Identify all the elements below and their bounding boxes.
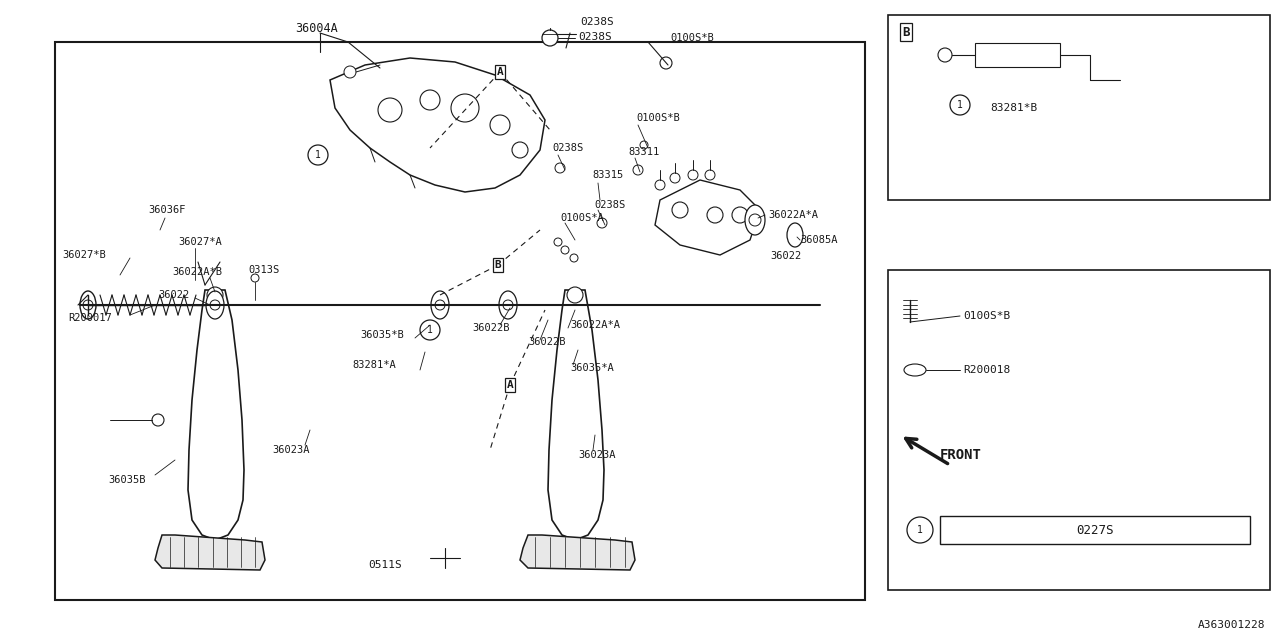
- Circle shape: [512, 142, 529, 158]
- Ellipse shape: [431, 291, 449, 319]
- Circle shape: [732, 207, 748, 223]
- Text: 0313S: 0313S: [248, 265, 279, 275]
- Text: 0238S: 0238S: [580, 17, 613, 27]
- Text: 1: 1: [957, 100, 963, 110]
- Text: 36027*A: 36027*A: [178, 237, 221, 247]
- Circle shape: [749, 214, 762, 226]
- Text: 36085A: 36085A: [800, 235, 837, 245]
- Ellipse shape: [787, 223, 803, 247]
- Circle shape: [490, 115, 509, 135]
- Circle shape: [210, 300, 220, 310]
- Circle shape: [908, 517, 933, 543]
- Polygon shape: [548, 290, 604, 540]
- Text: 0100S*A: 0100S*A: [561, 213, 604, 223]
- Text: A363001228: A363001228: [1198, 620, 1265, 630]
- Text: A: A: [497, 67, 503, 77]
- Circle shape: [655, 180, 666, 190]
- Circle shape: [950, 95, 970, 115]
- Text: 36022A*B: 36022A*B: [172, 267, 221, 277]
- Text: 1: 1: [916, 525, 923, 535]
- Polygon shape: [330, 58, 545, 192]
- Ellipse shape: [904, 364, 925, 376]
- Circle shape: [705, 170, 716, 180]
- Text: A: A: [507, 380, 513, 390]
- Circle shape: [503, 300, 513, 310]
- Text: 36027*B: 36027*B: [61, 250, 106, 260]
- Text: 1: 1: [315, 150, 321, 160]
- Text: 36004A: 36004A: [294, 22, 338, 35]
- Ellipse shape: [206, 291, 224, 319]
- Text: FRONT: FRONT: [940, 448, 982, 462]
- Text: 36023A: 36023A: [273, 445, 310, 455]
- Circle shape: [554, 238, 562, 246]
- Circle shape: [420, 320, 440, 340]
- Circle shape: [83, 300, 93, 310]
- Circle shape: [420, 90, 440, 110]
- Ellipse shape: [499, 291, 517, 319]
- Text: 36035*A: 36035*A: [570, 363, 613, 373]
- Text: 0100S*B: 0100S*B: [669, 33, 714, 43]
- Circle shape: [251, 274, 259, 282]
- Text: 0511S: 0511S: [369, 560, 402, 570]
- Circle shape: [541, 30, 558, 46]
- Circle shape: [640, 141, 648, 149]
- Circle shape: [344, 66, 356, 78]
- Ellipse shape: [79, 291, 96, 319]
- Circle shape: [669, 173, 680, 183]
- Circle shape: [570, 254, 579, 262]
- Circle shape: [567, 287, 582, 303]
- Text: 0238S: 0238S: [579, 32, 612, 42]
- Text: 0238S: 0238S: [594, 200, 625, 210]
- Circle shape: [689, 170, 698, 180]
- Circle shape: [378, 98, 402, 122]
- Text: 36035B: 36035B: [108, 475, 146, 485]
- Ellipse shape: [566, 291, 584, 319]
- Circle shape: [152, 414, 164, 426]
- Text: 36022B: 36022B: [529, 337, 566, 347]
- Polygon shape: [188, 290, 244, 540]
- Text: 0100S*B: 0100S*B: [963, 311, 1010, 321]
- Circle shape: [938, 48, 952, 62]
- Text: 36022: 36022: [157, 290, 189, 300]
- Circle shape: [435, 300, 445, 310]
- Circle shape: [660, 57, 672, 69]
- Text: 83315: 83315: [591, 170, 623, 180]
- Text: 36023A: 36023A: [579, 450, 616, 460]
- Circle shape: [672, 202, 689, 218]
- Circle shape: [556, 163, 564, 173]
- Text: 0227S: 0227S: [1076, 524, 1114, 536]
- Circle shape: [570, 300, 580, 310]
- Text: 0100S*B: 0100S*B: [636, 113, 680, 123]
- Text: 36022A*A: 36022A*A: [768, 210, 818, 220]
- Text: R200018: R200018: [963, 365, 1010, 375]
- Circle shape: [308, 145, 328, 165]
- Ellipse shape: [745, 205, 765, 235]
- Text: 83311: 83311: [628, 147, 659, 157]
- Text: 36022B: 36022B: [472, 323, 509, 333]
- Circle shape: [634, 165, 643, 175]
- Text: 0238S: 0238S: [552, 143, 584, 153]
- Text: 1: 1: [428, 325, 433, 335]
- Text: B: B: [902, 26, 910, 38]
- Text: B: B: [494, 260, 502, 270]
- Text: 36036F: 36036F: [148, 205, 186, 215]
- Polygon shape: [155, 535, 265, 570]
- Text: 36022: 36022: [771, 251, 801, 261]
- Text: 36022A*A: 36022A*A: [570, 320, 620, 330]
- Circle shape: [561, 246, 570, 254]
- Polygon shape: [520, 535, 635, 570]
- Circle shape: [451, 94, 479, 122]
- Text: R200017: R200017: [68, 313, 111, 323]
- Text: 83281*A: 83281*A: [352, 360, 396, 370]
- Circle shape: [207, 287, 223, 303]
- Polygon shape: [655, 180, 760, 255]
- Circle shape: [596, 218, 607, 228]
- Circle shape: [707, 207, 723, 223]
- Text: 83281*B: 83281*B: [989, 103, 1037, 113]
- Text: 36035*B: 36035*B: [360, 330, 403, 340]
